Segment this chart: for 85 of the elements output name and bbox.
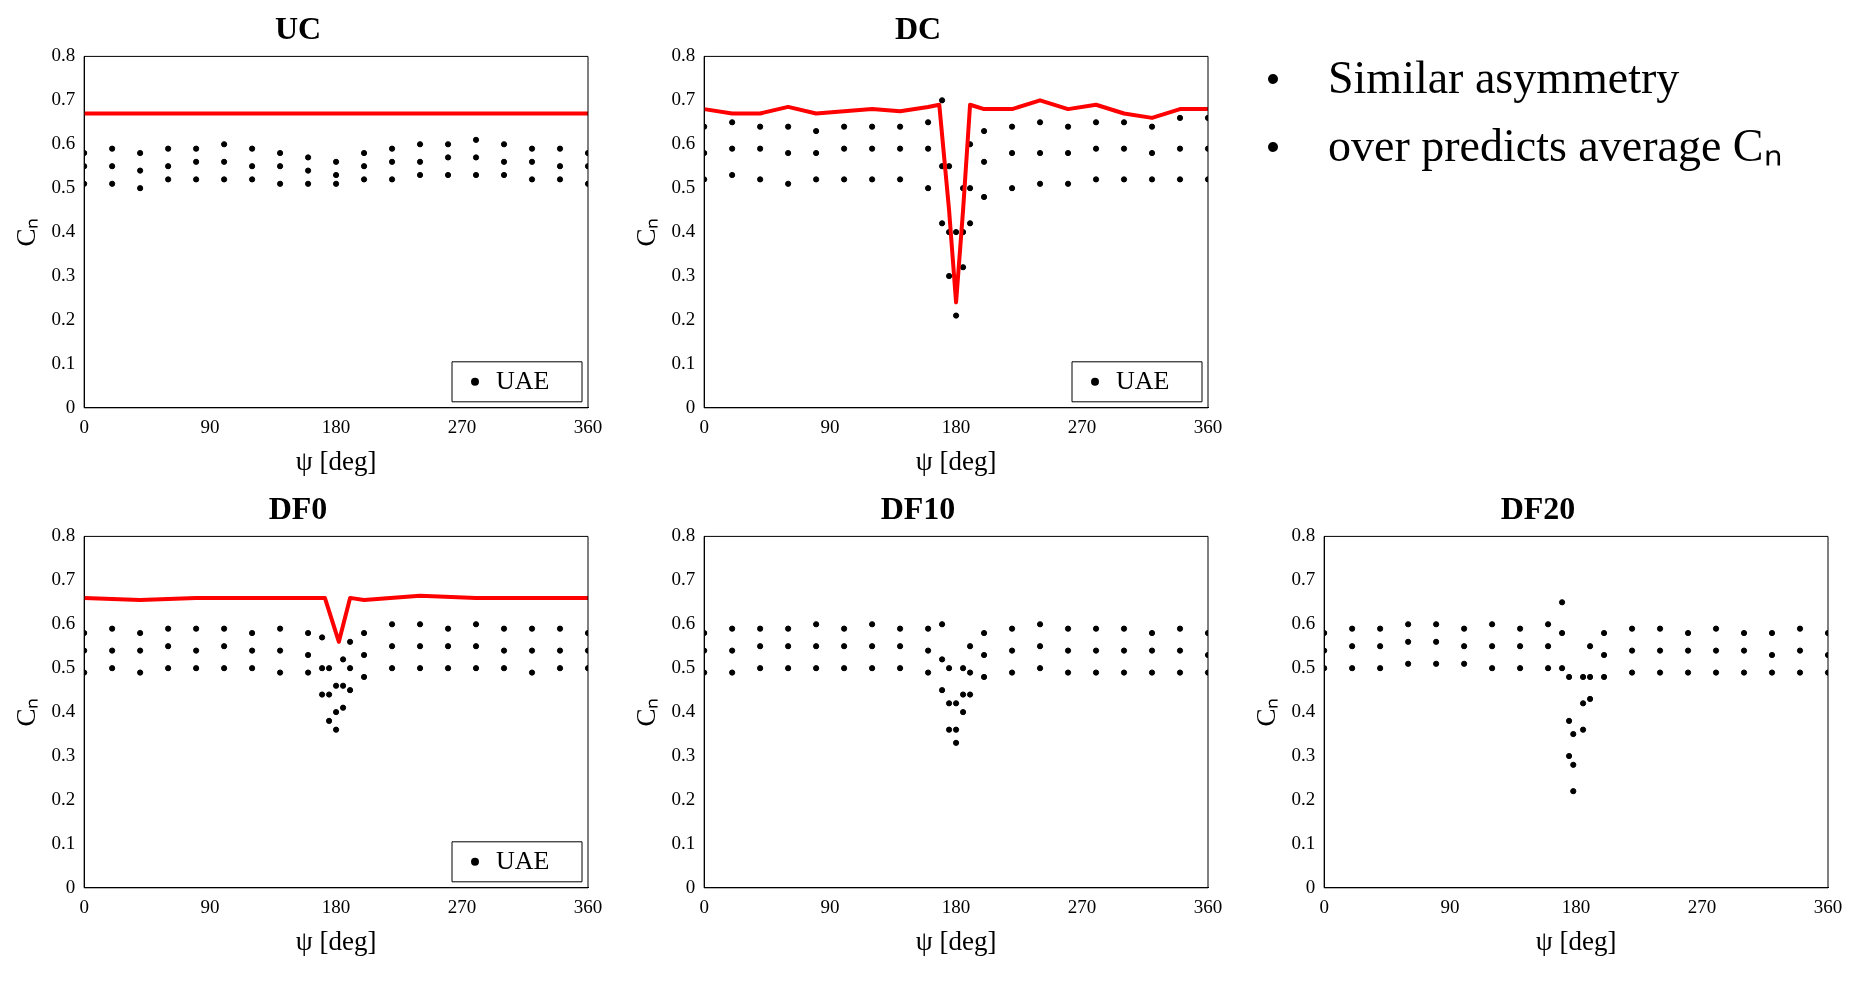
y-tick-label: 0.7 [671,568,696,590]
x-axis-title: ψ [deg] [295,925,377,956]
y-tick-label: 0.1 [51,351,76,373]
chart-title: UC [274,10,322,47]
y-tick-label: 0.8 [671,524,696,546]
x-axis-title: ψ [deg] [1535,925,1617,956]
x-tick-label: 270 [447,896,477,918]
y-tick-label: 0.3 [671,264,696,286]
chart-title: DF10 [880,490,956,527]
x-axis-title: ψ [deg] [295,445,377,476]
x-axis-title: ψ [deg] [915,925,997,956]
y-tick-label: 0.4 [671,220,696,242]
y-axis-title: Cₙ [631,217,662,247]
x-tick-label: 180 [321,416,351,438]
y-axis-title: Cₙ [11,697,42,727]
y-tick-label: 0.1 [51,831,76,853]
x-axis-title: ψ [deg] [915,445,997,476]
y-tick-label: 0.8 [51,44,76,66]
legend-label: UAE [496,845,550,875]
y-axis-title: Cₙ [631,697,662,727]
x-tick-label: 360 [573,416,603,438]
y-tick-label: 0.5 [671,176,696,198]
y-tick-label: 0.8 [51,524,76,546]
y-tick-label: 0.7 [51,568,76,590]
y-tick-label: 0.4 [51,700,76,722]
y-tick-label: 0.4 [51,220,76,242]
x-tick-label: 270 [1067,416,1097,438]
x-tick-label: 360 [1193,416,1223,438]
y-tick-label: 0.5 [51,176,76,198]
y-tick-label: 0.2 [671,307,696,329]
x-tick-label: 270 [1067,896,1097,918]
y-tick-label: 0.4 [1291,700,1316,722]
y-tick-label: 0.7 [671,88,696,110]
y-tick-label: 0.7 [51,88,76,110]
x-tick-label: 90 [200,896,220,918]
x-tick-label: 180 [321,896,351,918]
y-tick-label: 0.2 [51,787,76,809]
y-tick-label: 0.8 [1291,524,1316,546]
y-tick-label: 0.4 [671,700,696,722]
y-tick-label: 0.6 [671,132,696,154]
y-tick-label: 0.5 [671,656,696,678]
chart-title: DF0 [268,490,328,527]
y-tick-label: 0 [685,875,696,897]
y-tick-label: 0.3 [671,744,696,766]
x-tick-label: 270 [447,416,477,438]
legend-label: UAE [496,365,550,395]
x-tick-label: 90 [1440,896,1460,918]
y-tick-label: 0.3 [51,264,76,286]
chart-title: DF20 [1500,490,1576,527]
y-tick-label: 0 [65,395,76,417]
x-tick-label: 360 [1813,896,1843,918]
y-tick-label: 0.5 [1291,656,1316,678]
y-tick-label: 0.2 [1291,787,1316,809]
x-tick-label: 360 [573,896,603,918]
x-tick-label: 90 [820,416,840,438]
x-tick-label: 90 [200,416,220,438]
x-tick-label: 90 [820,896,840,918]
y-tick-label: 0.6 [1291,612,1316,634]
text: Similar asymmetry [1328,51,1680,105]
text: over predicts average Cₙ [1328,118,1782,173]
y-tick-label: 0.1 [671,351,696,373]
y-tick-label: 0.5 [51,656,76,678]
y-tick-label: 0.1 [671,831,696,853]
y-tick-label: 0 [65,875,76,897]
y-tick-label: 0.3 [1291,744,1316,766]
y-tick-label: 0.6 [51,612,76,634]
y-axis-title: Cₙ [11,217,42,247]
y-tick-label: 0.2 [671,787,696,809]
y-tick-label: 0.3 [51,744,76,766]
y-axis-title: Cₙ [1251,697,1282,727]
y-tick-label: 0 [685,395,696,417]
x-tick-label: 180 [941,416,971,438]
y-tick-label: 0.7 [1291,568,1316,590]
legend-label: UAE [1116,365,1170,395]
y-tick-label: 0.6 [671,612,696,634]
x-tick-label: 180 [1561,896,1591,918]
x-tick-label: 270 [1687,896,1717,918]
y-tick-label: 0 [1305,875,1316,897]
x-tick-label: 180 [941,896,971,918]
x-tick-label: 360 [1193,896,1223,918]
y-tick-label: 0.1 [1291,831,1316,853]
y-tick-label: 0.8 [671,44,696,66]
y-tick-label: 0.2 [51,307,76,329]
chart-title: DC [894,10,942,47]
y-tick-label: 0.6 [51,132,76,154]
